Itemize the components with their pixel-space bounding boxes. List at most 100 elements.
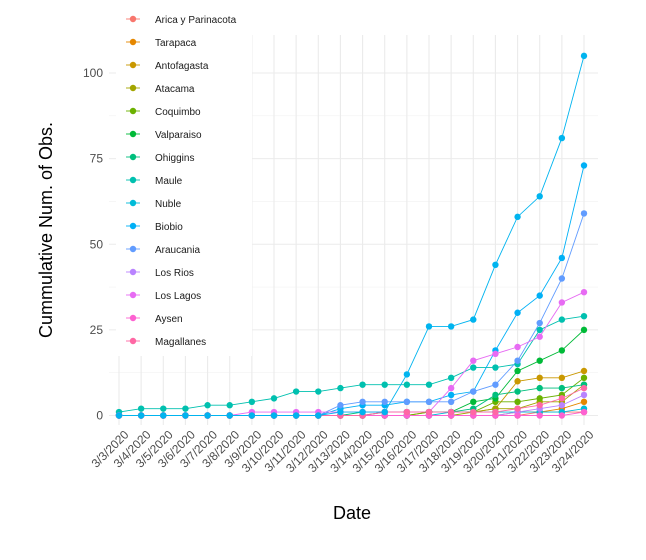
legend-label: Arica y Parinacota	[155, 15, 237, 26]
legend-label: Maule	[155, 176, 183, 187]
data-point	[425, 323, 433, 330]
data-point	[492, 391, 499, 399]
data-point	[580, 374, 588, 382]
data-point	[492, 261, 499, 268]
data-point	[248, 412, 256, 419]
data-point	[536, 357, 543, 364]
data-point	[580, 52, 588, 60]
data-point	[580, 391, 588, 399]
data-point	[470, 364, 477, 371]
legend-label: Araucania	[155, 245, 200, 256]
data-point	[403, 398, 411, 405]
data-point	[492, 381, 499, 388]
legend-key-point	[129, 15, 137, 23]
series-line	[118, 315, 585, 413]
data-point	[536, 319, 543, 327]
data-point	[558, 275, 566, 282]
data-point	[514, 367, 521, 375]
data-point	[558, 347, 566, 354]
data-point	[558, 299, 566, 306]
data-point	[580, 326, 588, 334]
data-point	[514, 343, 521, 351]
data-point	[359, 381, 366, 388]
data-point	[204, 412, 211, 419]
data-point	[558, 254, 566, 262]
data-point	[536, 333, 543, 340]
data-point	[514, 378, 521, 385]
data-point	[315, 388, 322, 395]
legend-key-point	[129, 314, 137, 322]
data-point	[204, 402, 211, 409]
data-point	[403, 408, 411, 416]
legend-key-point	[129, 291, 137, 299]
data-point	[580, 367, 588, 375]
data-point	[115, 412, 123, 419]
legend-label: Atacama	[155, 84, 195, 95]
data-point	[137, 412, 145, 419]
data-point	[270, 412, 278, 419]
data-point	[381, 398, 388, 405]
data-point	[160, 412, 167, 419]
legend-label: Los Lagos	[155, 291, 201, 302]
data-point	[381, 381, 388, 388]
data-point	[292, 412, 300, 419]
data-point	[492, 364, 499, 371]
data-point	[580, 408, 588, 416]
data-point	[514, 388, 521, 395]
data-point	[536, 326, 543, 334]
data-point	[558, 395, 566, 402]
legend-label: Antofagasta	[155, 61, 209, 72]
legend-label: Magallanes	[155, 337, 206, 348]
y-tick-label: 25	[90, 323, 104, 337]
data-point	[580, 210, 588, 217]
data-point	[381, 408, 388, 416]
data-point	[226, 412, 233, 419]
legend-key-point	[129, 222, 137, 230]
data-point	[580, 162, 588, 169]
data-point	[447, 323, 455, 330]
data-point	[558, 316, 566, 323]
series-points	[115, 52, 588, 419]
legend-label: Los Rios	[155, 268, 194, 279]
data-point	[536, 193, 543, 200]
legend-key-point	[129, 199, 137, 207]
data-point	[514, 213, 521, 221]
legend-label: Valparaiso	[155, 130, 202, 141]
data-point	[359, 398, 366, 405]
y-axis: 0 25 50 75 100	[83, 66, 103, 423]
data-point	[536, 292, 543, 299]
data-point	[182, 412, 189, 419]
data-point	[447, 408, 455, 416]
data-point	[514, 309, 521, 316]
legend-key-point	[129, 61, 137, 69]
data-point	[514, 357, 521, 364]
legend: Arica y Parinacota Tarapaca Antofagasta Ata…	[116, 8, 252, 356]
data-point	[558, 412, 566, 419]
data-point	[160, 405, 167, 412]
data-point	[403, 371, 411, 378]
x-axis: 3/3/20203/4/20203/5/20203/6/20203/7/2020…	[89, 427, 597, 475]
legend-label: Aysen	[155, 314, 183, 325]
y-tick-label: 75	[90, 152, 104, 166]
legend-label: Coquimbo	[155, 107, 201, 118]
data-point	[558, 374, 566, 382]
data-point	[558, 384, 566, 392]
y-tick-label: 100	[83, 66, 103, 80]
data-point	[359, 408, 366, 416]
legend-label: Biobio	[155, 222, 183, 233]
x-axis-title: Date	[333, 503, 371, 523]
data-point	[580, 398, 588, 405]
data-point	[470, 408, 477, 416]
legend-key-point	[129, 130, 137, 138]
data-point	[536, 412, 543, 419]
legend-background	[116, 8, 252, 356]
data-point	[470, 357, 477, 364]
data-point	[470, 316, 477, 323]
data-point	[580, 312, 588, 320]
series-lines	[118, 55, 585, 416]
data-point	[536, 384, 543, 392]
legend-key-point	[129, 337, 137, 345]
data-point	[226, 402, 233, 409]
